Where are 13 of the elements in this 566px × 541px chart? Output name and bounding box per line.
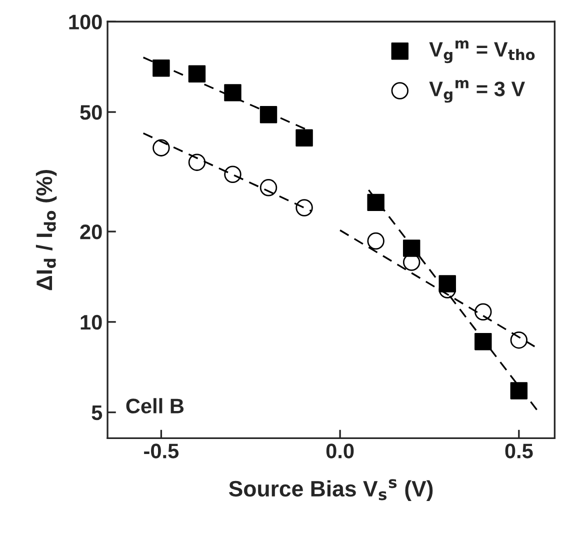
legend-label: V$_{g}$$^{m}$ = V$_{tho}$ <box>429 40 535 64</box>
x-tick-label: -0.5 <box>144 444 179 458</box>
x-tick-label: 0.0 <box>326 444 354 458</box>
y-tick-label: 5 <box>92 406 102 420</box>
y-axis-title: ΔI$_{d}$ / I$_{do}$ (%) <box>36 170 57 290</box>
y-tick-label: 100 <box>69 14 102 30</box>
legend-label: V$_{g}$$^{m}$ = 3 V <box>429 80 525 103</box>
y-tick-label: 20 <box>80 224 102 240</box>
y-tick-label: 10 <box>80 314 102 330</box>
x-axis-title: Source Bias V$_{s}$$^{s}$ (V) <box>228 479 433 501</box>
x-tick-label: 0.5 <box>505 444 533 458</box>
y-tick-label: 50 <box>80 105 102 120</box>
annotation: Cell B <box>126 398 184 414</box>
